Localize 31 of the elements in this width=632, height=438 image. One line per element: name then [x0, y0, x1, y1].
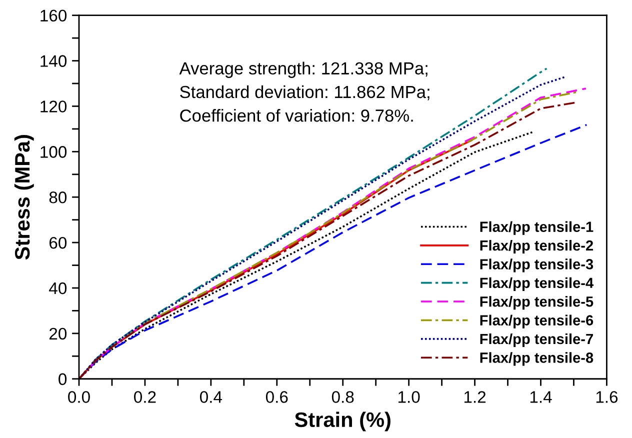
annotation: Standard deviation: 11.862 MPa; — [180, 85, 430, 100]
legend-label: Flax/pp tensile-6 — [480, 314, 594, 328]
y-tick-label: 0 — [58, 373, 67, 386]
legend-label: Flax/pp tensile-5 — [480, 296, 594, 310]
legend-label: Flax/pp tensile-2 — [480, 240, 594, 254]
x-tick-label: 0.6 — [266, 391, 288, 403]
x-tick-label: 1.4 — [530, 391, 552, 403]
x-tick-label: 0.0 — [68, 391, 90, 403]
y-tick-label: 60 — [50, 236, 67, 249]
legend-label: Flax/pp tensile-8 — [480, 352, 594, 366]
x-tick-label: 0.8 — [332, 391, 354, 403]
annotation: Coefficient of variation: 9.78%. — [180, 109, 413, 122]
y-tick-label: 20 — [49, 328, 67, 340]
x-tick-label: 0.4 — [200, 391, 222, 403]
y-tick-label: 160 — [40, 10, 67, 22]
x-axis-title: Strain (%) — [294, 412, 390, 432]
x-tick-label: 1.2 — [464, 391, 486, 403]
y-axis-title: Stress (MPa) — [14, 135, 34, 260]
y-tick-label: 140 — [40, 55, 67, 67]
y-tick-label: 80 — [49, 192, 67, 204]
y-tick-label: 40 — [49, 282, 67, 294]
x-tick-label: 0.2 — [134, 391, 156, 403]
y-tick-label: 100 — [40, 146, 67, 158]
x-tick-label: 1.6 — [596, 391, 618, 403]
legend-label: Flax/pp tensile-7 — [480, 333, 593, 348]
legend-label: Flax/pp tensile-3 — [480, 258, 594, 272]
x-tick-label: 1.0 — [398, 391, 420, 403]
legend-label: Flax/pp tensile-4 — [480, 277, 594, 291]
legend-label: Flax/pp tensile-1 — [480, 221, 594, 235]
annotation: Average strength: 121.338 MPa; — [179, 62, 428, 78]
y-tick-label: 120 — [40, 100, 67, 112]
